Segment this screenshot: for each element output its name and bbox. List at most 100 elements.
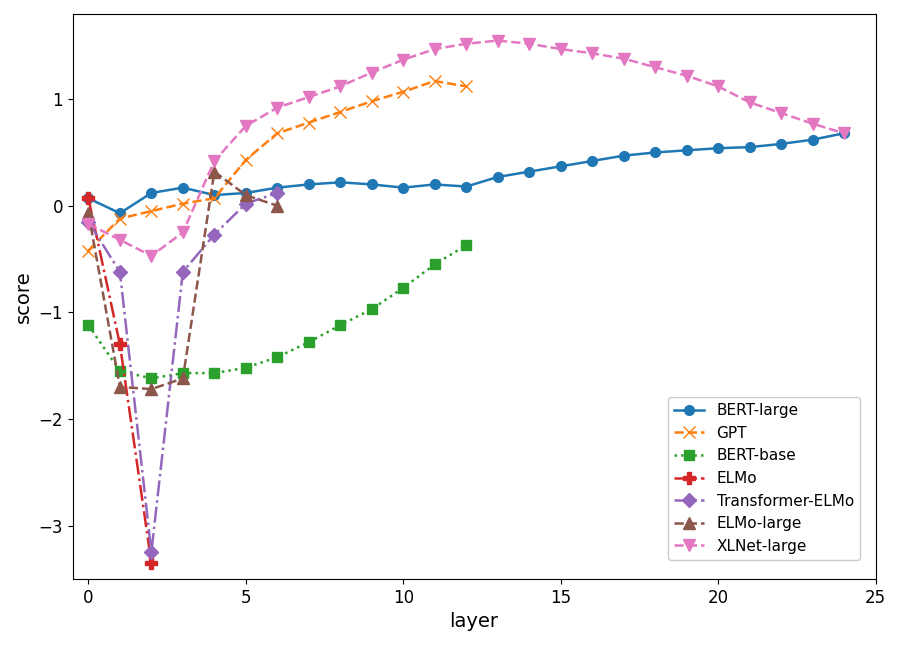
Line: GPT: GPT	[82, 75, 472, 257]
BERT-base	[146, 375, 157, 382]
BERT-large	[461, 183, 472, 190]
Transformer-ELMo	[209, 231, 220, 239]
BERT-large	[177, 184, 188, 192]
Transformer-ELMo	[83, 218, 94, 226]
Line: BERT-base: BERT-base	[84, 241, 471, 383]
BERT-large	[209, 191, 220, 199]
BERT-large	[240, 189, 251, 197]
GPT	[240, 156, 251, 164]
XLNet-large	[555, 45, 566, 53]
BERT-base	[114, 367, 125, 375]
ELMo-large	[209, 168, 220, 175]
Transformer-ELMo	[272, 189, 283, 197]
GPT	[335, 108, 346, 116]
ELMo	[114, 341, 125, 348]
GPT	[146, 207, 157, 215]
XLNet-large	[366, 68, 377, 76]
BERT-large	[303, 181, 314, 188]
BERT-large	[272, 184, 283, 192]
BERT-large	[587, 157, 598, 165]
BERT-large	[776, 140, 787, 148]
GPT	[114, 215, 125, 223]
GPT	[303, 119, 314, 126]
BERT-large	[618, 152, 629, 159]
BERT-large	[492, 173, 503, 181]
XLNet-large	[492, 37, 503, 45]
XLNet-large	[807, 120, 818, 128]
ELMo-large	[240, 191, 251, 199]
BERT-large	[555, 163, 566, 170]
XLNet-large	[83, 220, 94, 228]
Legend: BERT-large, GPT, BERT-base, ELMo, Transformer-ELMo, ELMo-large, XLNet-large: BERT-large, GPT, BERT-base, ELMo, Transf…	[668, 397, 859, 560]
XLNet-large	[240, 122, 251, 130]
BERT-base	[209, 369, 220, 377]
XLNet-large	[524, 40, 535, 48]
XLNet-large	[587, 50, 598, 57]
GPT	[272, 130, 283, 137]
BERT-base	[429, 261, 440, 268]
BERT-large	[713, 144, 724, 152]
BERT-base	[240, 364, 251, 372]
BERT-large	[335, 179, 346, 186]
BERT-large	[83, 194, 94, 202]
Y-axis label: score: score	[14, 270, 33, 322]
ELMo	[83, 194, 94, 202]
BERT-base	[272, 353, 283, 361]
GPT	[366, 97, 377, 105]
Line: XLNet-large: XLNet-large	[82, 34, 850, 262]
GPT	[177, 200, 188, 208]
BERT-base	[303, 339, 314, 346]
XLNet-large	[744, 99, 755, 106]
XLNet-large	[461, 40, 472, 48]
BERT-large	[744, 143, 755, 151]
BERT-large	[398, 184, 409, 192]
XLNet-large	[398, 56, 409, 64]
XLNet-large	[303, 93, 314, 101]
BERT-base	[398, 284, 409, 292]
XLNet-large	[650, 63, 661, 71]
BERT-large	[650, 148, 661, 156]
ELMo-large	[177, 375, 188, 382]
BERT-large	[114, 210, 125, 217]
XLNet-large	[209, 157, 220, 165]
BERT-base	[335, 321, 346, 329]
XLNet-large	[839, 130, 850, 137]
XLNet-large	[114, 236, 125, 244]
X-axis label: layer: layer	[450, 612, 499, 631]
GPT	[429, 77, 440, 85]
BERT-large	[366, 181, 377, 188]
GPT	[461, 83, 472, 90]
BERT-large	[807, 136, 818, 144]
BERT-large	[524, 168, 535, 175]
BERT-large	[429, 181, 440, 188]
Transformer-ELMo	[146, 548, 157, 556]
ELMo-large	[272, 202, 283, 210]
ELMo-large	[146, 385, 157, 393]
Line: ELMo: ELMo	[83, 193, 157, 568]
Line: BERT-large: BERT-large	[84, 128, 849, 218]
ELMo	[146, 559, 157, 567]
XLNet-large	[272, 104, 283, 112]
BERT-large	[839, 130, 850, 137]
GPT	[398, 88, 409, 95]
Line: Transformer-ELMo: Transformer-ELMo	[84, 188, 283, 557]
BERT-base	[83, 321, 94, 329]
GPT	[83, 246, 94, 254]
BERT-large	[681, 146, 692, 154]
XLNet-large	[146, 252, 157, 260]
XLNet-large	[429, 45, 440, 53]
XLNet-large	[776, 109, 787, 117]
XLNet-large	[177, 228, 188, 236]
Line: ELMo-large: ELMo-large	[83, 166, 283, 395]
XLNet-large	[618, 55, 629, 63]
XLNet-large	[335, 83, 346, 90]
Transformer-ELMo	[177, 268, 188, 275]
XLNet-large	[681, 72, 692, 79]
BERT-base	[461, 241, 472, 249]
Transformer-ELMo	[240, 200, 251, 208]
Transformer-ELMo	[114, 268, 125, 275]
BERT-large	[146, 189, 157, 197]
ELMo-large	[83, 210, 94, 217]
GPT	[209, 194, 220, 202]
XLNet-large	[713, 83, 724, 90]
